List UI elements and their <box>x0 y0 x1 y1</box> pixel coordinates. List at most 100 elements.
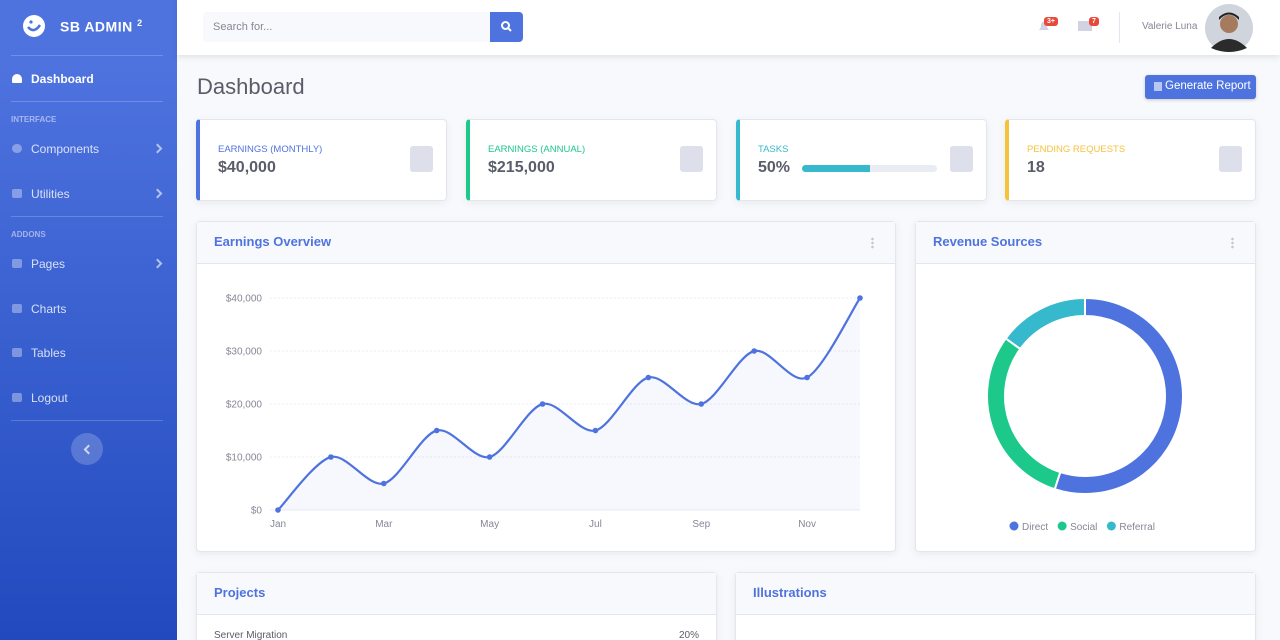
brand-sup: 2 <box>137 18 143 28</box>
icon <box>12 74 22 83</box>
x-tick-label: Mar <box>375 519 393 530</box>
point <box>328 454 334 460</box>
legend-swatch <box>1057 521 1067 531</box>
stat-card: PENDING REQUESTS 18 <box>1005 119 1256 201</box>
menu[interactable] <box>871 237 874 249</box>
stat-value: 50% <box>758 159 791 176</box>
stat-card: EARNINGS (ANNUAL) $215,000 <box>466 119 717 201</box>
earnings-card: Earnings Overview <box>196 221 896 552</box>
area-fill <box>278 298 860 510</box>
stat-label: PENDING REQUESTS <box>1027 144 1126 155</box>
search-button[interactable] <box>490 12 523 42</box>
stat-label: EARNINGS (MONTHLY) <box>218 144 323 155</box>
project-value: 20% <box>678 630 699 640</box>
doughnut-chart: Direct Social Referral <box>986 296 1184 533</box>
button-label: Generate Report <box>1165 80 1251 92</box>
progress-track <box>802 165 937 172</box>
doughnut-segment <box>1053 296 1184 495</box>
chevron <box>152 143 163 154</box>
messages-icon[interactable] <box>1078 20 1092 32</box>
icon <box>12 259 22 268</box>
legend-swatch <box>1106 521 1116 531</box>
sidebar-toggle[interactable] <box>71 433 103 465</box>
point <box>381 480 387 487</box>
card-title: Illustrations <box>753 585 827 600</box>
x-tick-label: Sep <box>692 519 710 530</box>
x-tick-label: Jan <box>270 519 286 530</box>
brand-icon <box>23 15 45 37</box>
user-name[interactable]: Valerie Luna <box>1142 21 1198 32</box>
card-icon <box>950 146 973 172</box>
y-tick-label: $40,000 <box>226 294 263 305</box>
divider <box>11 55 163 56</box>
card-title: Earnings Overview <box>214 234 332 249</box>
alerts-badge: 3+ <box>1044 17 1058 26</box>
divider <box>11 420 163 421</box>
y-tick-label: $10,000 <box>226 453 263 464</box>
point <box>275 507 281 513</box>
card-icon <box>410 146 433 172</box>
brand-text: SB ADMIN <box>60 18 133 35</box>
progress-bar <box>802 165 870 172</box>
icon <box>12 144 22 153</box>
nav-item-active[interactable]: Dashboard <box>31 72 94 86</box>
sidebar: SB ADMIN 2 Dashboard INTERFACE Component… <box>0 0 177 640</box>
nav-heading: INTERFACE <box>11 115 57 124</box>
divider <box>1119 12 1120 43</box>
point <box>645 374 652 381</box>
stat-label: TASKS <box>758 144 789 155</box>
card-icon <box>680 146 703 172</box>
avatar[interactable] <box>1205 4 1253 52</box>
point <box>486 454 493 460</box>
brand[interactable]: SB ADMIN 2 <box>60 18 143 35</box>
stat-value: 18 <box>1027 159 1045 176</box>
page-title: Dashboard <box>197 74 305 99</box>
nav-item[interactable]: Components <box>31 142 100 156</box>
doughnut-segment <box>986 336 1062 491</box>
project-name: Server Migration <box>214 630 288 640</box>
x-tick-label: Jul <box>589 519 602 530</box>
legend-label: Direct <box>1022 522 1048 533</box>
stat-value: $215,000 <box>488 159 555 176</box>
stat-value: $40,000 <box>218 159 276 176</box>
nav-item[interactable]: Charts <box>31 302 67 316</box>
point <box>804 374 810 381</box>
line-chart: $0 $10,000 $20,000 $30,000 $40,000 Jan Mar May J… <box>226 294 863 530</box>
divider <box>11 216 163 217</box>
divider <box>11 101 163 102</box>
stat-card: EARNINGS (MONTHLY) $40,000 <box>196 119 447 201</box>
x-tick-label: May <box>480 519 499 530</box>
menu[interactable] <box>1231 237 1234 249</box>
point <box>857 295 863 301</box>
icon <box>12 189 22 198</box>
search-input[interactable]: Search for... <box>203 12 491 42</box>
generate-report-button[interactable]: Generate Report <box>1145 75 1256 99</box>
point <box>751 348 757 354</box>
icon <box>12 304 22 313</box>
search-placeholder: Search for... <box>213 21 273 33</box>
point <box>592 427 599 434</box>
nav-item[interactable]: Pages <box>31 257 66 271</box>
legend-swatch <box>1009 521 1019 531</box>
point <box>433 427 440 434</box>
x-tick-label: Nov <box>798 519 816 530</box>
point <box>698 401 705 407</box>
messages-badge: 7 <box>1089 17 1099 26</box>
chevron <box>152 188 163 199</box>
nav-item[interactable]: Tables <box>31 346 66 360</box>
card-title: Revenue Sources <box>933 234 1043 249</box>
y-tick-label: $20,000 <box>226 400 263 411</box>
nav-item[interactable]: Utilities <box>31 187 70 201</box>
legend-label: Referral <box>1119 522 1155 533</box>
nav-item[interactable]: Logout <box>31 391 68 405</box>
nav-heading: ADDONS <box>11 230 46 239</box>
card-title: Projects <box>214 585 266 600</box>
point <box>539 401 546 407</box>
legend-label: Social <box>1070 522 1097 533</box>
illustrations-card: Illustrations <box>735 572 1256 640</box>
stat-label: EARNINGS (ANNUAL) <box>488 144 586 155</box>
stat-card: TASKS 50% <box>736 119 987 201</box>
doughnut-segment <box>1004 296 1086 351</box>
y-tick-label: $30,000 <box>226 347 263 358</box>
